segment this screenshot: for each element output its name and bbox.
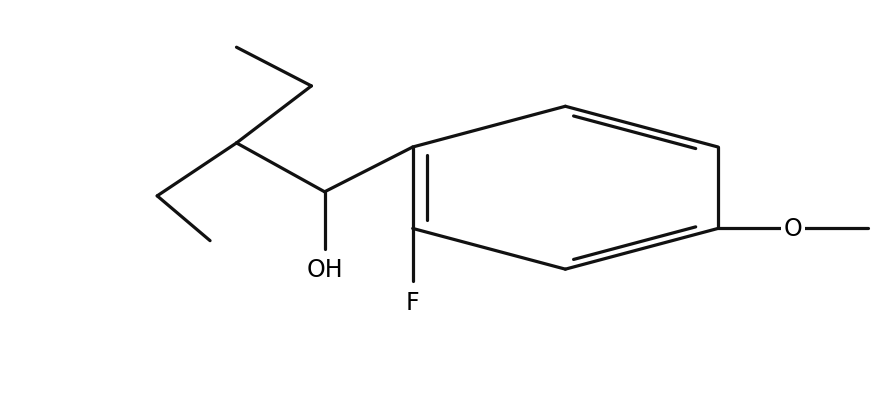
Text: OH: OH: [306, 258, 343, 281]
Text: O: O: [783, 217, 803, 241]
Text: F: F: [406, 290, 420, 314]
